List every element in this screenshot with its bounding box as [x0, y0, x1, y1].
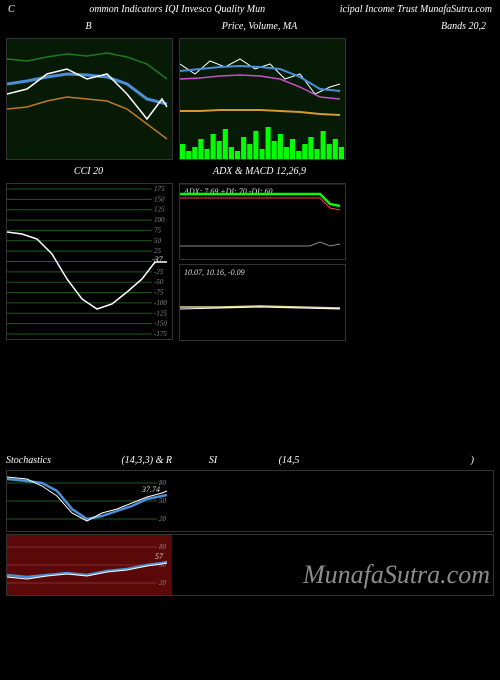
adx-title: ADX & MACD 12,26,9 — [177, 164, 342, 179]
stoch-params: (14,3,3) & R — [82, 455, 172, 466]
svg-text:75: 75 — [154, 226, 162, 234]
chart-b — [179, 38, 346, 160]
rsi-params2: ) — [330, 455, 494, 466]
macd-chart: 10.07, 10.16, -0.09 — [179, 264, 346, 341]
svg-text:25: 25 — [154, 247, 162, 255]
svg-text:50: 50 — [154, 237, 162, 245]
svg-text:175: 175 — [154, 185, 165, 193]
row2-charts: 1751501251007550250-25-50-75-100-125-150… — [0, 183, 500, 341]
chart-a — [6, 38, 173, 160]
stoch-label: Stochastics — [6, 455, 76, 466]
svg-text:-50: -50 — [154, 278, 164, 286]
header-left: C — [8, 4, 15, 15]
svg-text:-75: -75 — [154, 289, 164, 297]
svg-text:57: 57 — [155, 552, 164, 561]
svg-text:-175: -175 — [154, 330, 167, 338]
svg-text:-150: -150 — [154, 320, 167, 328]
svg-text:-125: -125 — [154, 309, 167, 317]
chart-a-title: B — [6, 19, 171, 34]
svg-text:50: 50 — [159, 497, 167, 505]
svg-text:-25: -25 — [154, 268, 164, 276]
header-mid-right: icipal Income Trust MunafaSutra.com — [340, 4, 492, 15]
svg-text:-100: -100 — [154, 299, 167, 307]
svg-text:10.07, 10.16, -0.09: 10.07, 10.16, -0.09 — [184, 268, 245, 277]
row2-titles: CCI 20 ADX & MACD 12,26,9 — [0, 164, 500, 179]
svg-text:125: 125 — [154, 206, 165, 214]
row1-titles: B Price, Volume, MA Bands 20,2 — [0, 19, 500, 34]
page-header: C ommon Indicators IQI Invesco Quality M… — [0, 0, 500, 19]
watermark: MunafaSutra.com — [303, 560, 490, 590]
svg-text:80: 80 — [159, 479, 167, 487]
row1-charts — [0, 38, 500, 160]
svg-text:20: 20 — [159, 515, 167, 523]
chart-b-title: Price, Volume, MA — [177, 19, 342, 34]
svg-text:-37: -37 — [152, 255, 164, 264]
svg-text:150: 150 — [154, 195, 165, 203]
row3-title: Stochastics (14,3,3) & R SI (14,5 ) — [0, 455, 500, 466]
adx-chart: ADX: 7.69 +DI: 70 -DI: 60 — [179, 183, 346, 260]
svg-text:100: 100 — [154, 216, 165, 224]
svg-text:80: 80 — [159, 543, 167, 551]
rsi-params: (14,5 — [254, 455, 324, 466]
cci-title: CCI 20 — [6, 164, 171, 179]
bands-title: Bands 20,2 — [348, 19, 494, 34]
svg-text:37.74: 37.74 — [141, 485, 160, 494]
header-mid-left: ommon Indicators IQI Invesco Quality Mun — [89, 4, 265, 15]
svg-text:20: 20 — [159, 579, 167, 587]
spacer — [0, 345, 500, 455]
stoch-chart: 80 50 20 37.74 — [6, 470, 494, 532]
rsi-label: SI — [178, 455, 248, 466]
cci-chart: 1751501251007550250-25-50-75-100-125-150… — [6, 183, 173, 340]
